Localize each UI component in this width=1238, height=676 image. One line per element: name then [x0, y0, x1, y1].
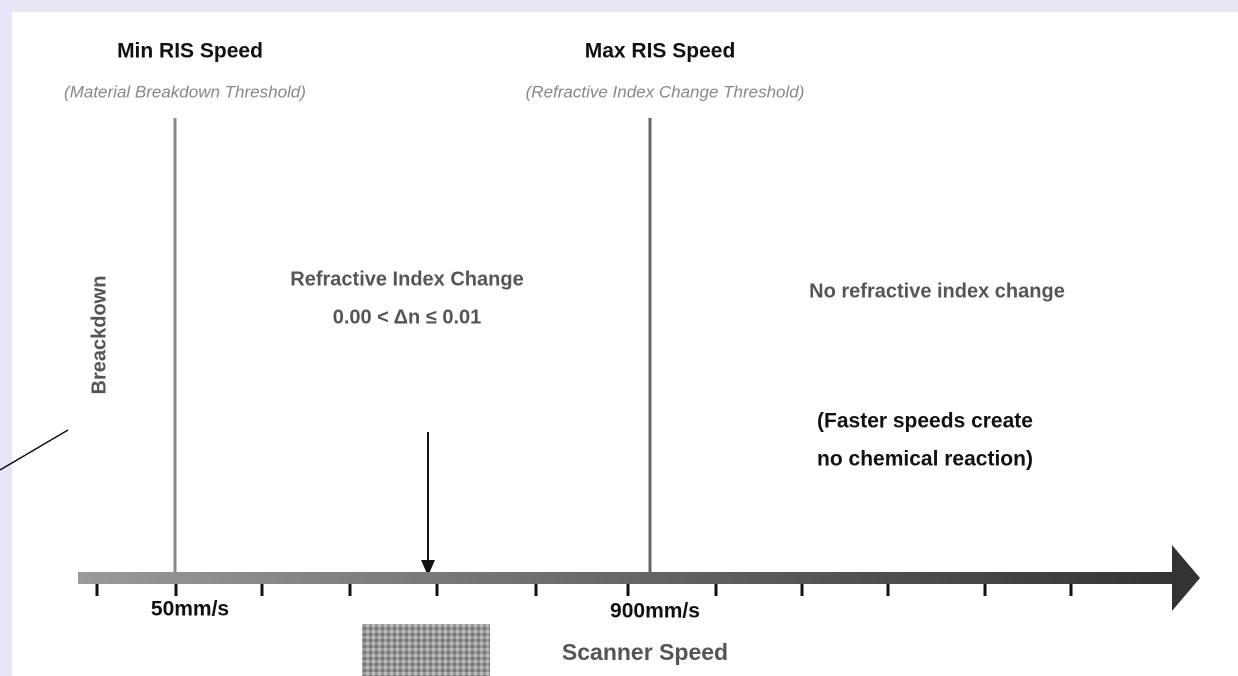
canvas	[12, 12, 1238, 676]
down-arrow-head	[421, 560, 435, 576]
max-title: Max RIS Speed	[585, 40, 736, 63]
min-subtitle: (Material Breakdown Threshold)	[64, 82, 306, 101]
breakdown-label: Breackdown	[88, 276, 110, 395]
region-label: Refractive Index Change	[290, 268, 523, 290]
min-title: Min RIS Speed	[117, 40, 263, 63]
axis-label: Scanner Speed	[562, 639, 728, 665]
max-subtitle: (Refractive Index Change Threshold)	[526, 82, 805, 101]
region-label: No refractive index change	[809, 280, 1065, 302]
speed-label: 50mm/s	[151, 598, 229, 621]
sample-image	[362, 624, 490, 676]
speed-label: 900mm/s	[610, 600, 700, 623]
ticks	[95, 584, 1073, 596]
note: no chemical reaction)	[817, 448, 1033, 471]
pointer-line	[0, 429, 69, 471]
axis-bar	[78, 572, 1178, 584]
axis-arrow	[1172, 545, 1200, 611]
region-label: 0.00 < Δn ≤ 0.01	[333, 306, 482, 328]
note: (Faster speeds create	[817, 410, 1033, 433]
